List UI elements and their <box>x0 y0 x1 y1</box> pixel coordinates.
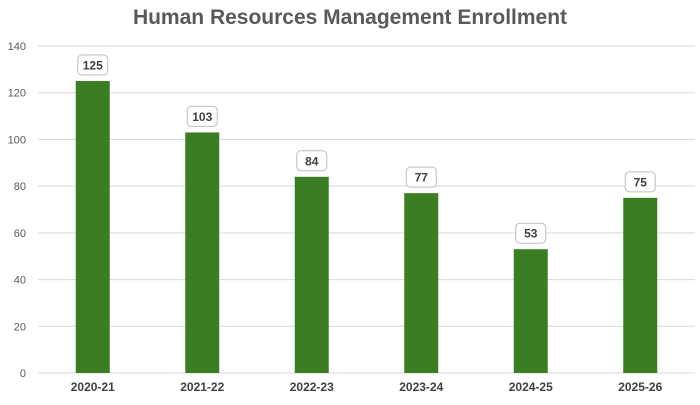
data-label-box <box>77 54 109 76</box>
data-label: 77 <box>415 171 429 185</box>
data-label: 75 <box>634 175 648 189</box>
bar-2023-24[interactable] <box>404 193 439 373</box>
bar-2022-23[interactable] <box>294 176 329 373</box>
data-label-box <box>624 171 656 193</box>
data-labels: 125 103 84 77 53 75 <box>77 54 656 244</box>
y-tick-label: 0 <box>20 368 26 380</box>
x-tick-label: 2021-22 <box>180 380 224 394</box>
chart-title: Human Resources Management Enrollment <box>132 6 568 29</box>
x-tick-label: 2020-21 <box>71 380 115 394</box>
data-label-box <box>186 105 218 127</box>
data-label: 84 <box>305 154 319 168</box>
bar-2024-25[interactable] <box>513 249 548 373</box>
y-tick-label: 40 <box>14 275 26 287</box>
y-tick-label: 100 <box>8 134 26 146</box>
data-label-box <box>405 166 437 188</box>
bars <box>75 81 658 374</box>
y-axis-tick-labels: 0 20 40 60 80 100 120 140 <box>8 41 26 380</box>
y-tick-label: 120 <box>8 88 26 100</box>
data-label: 125 <box>83 59 103 73</box>
x-tick-label: 2024-25 <box>509 380 553 394</box>
y-tick-label: 20 <box>14 321 26 333</box>
x-tick-label: 2023-24 <box>399 380 443 394</box>
x-axis-tick-labels: 2020-21 2021-22 2022-23 2023-24 2024-25 2025-… <box>71 380 663 394</box>
x-tick-label: 2025-26 <box>618 380 662 394</box>
y-tick-label: 60 <box>14 228 26 240</box>
data-label-box <box>296 150 328 172</box>
bar-2021-22[interactable] <box>185 132 220 373</box>
bar-2025-26[interactable] <box>623 197 658 373</box>
y-tick-label: 140 <box>8 41 26 53</box>
gridlines <box>38 45 695 374</box>
data-label: 103 <box>192 110 212 124</box>
y-tick-label: 80 <box>14 181 26 193</box>
bar-2020-21[interactable] <box>75 81 110 374</box>
data-label: 53 <box>524 227 538 241</box>
data-label-box <box>515 222 547 244</box>
x-tick-label: 2022-23 <box>290 380 334 394</box>
